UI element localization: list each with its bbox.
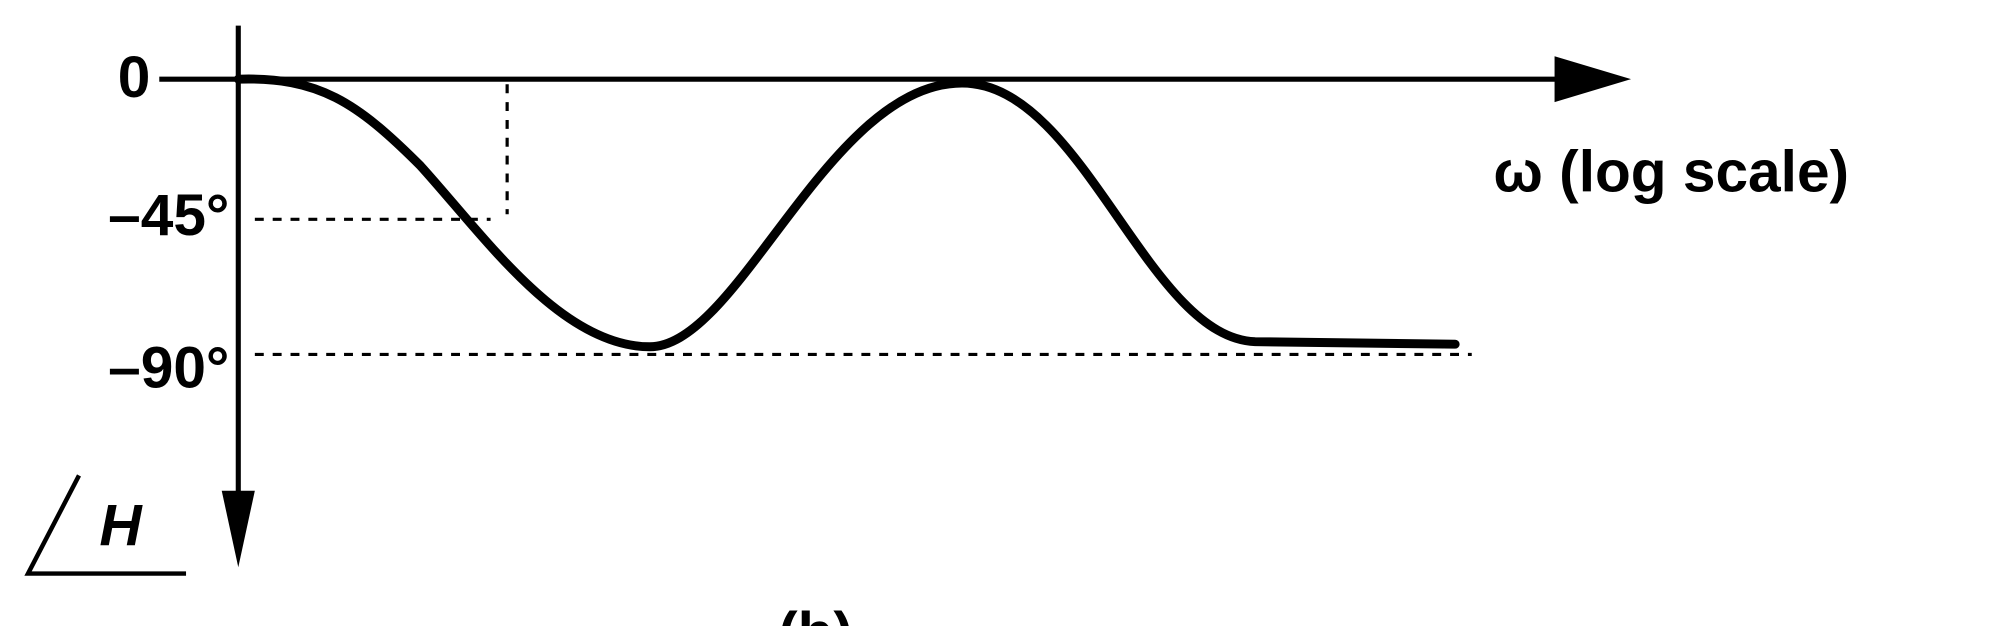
angle-symbol [24, 474, 187, 576]
y-label: –45° [108, 183, 229, 248]
y-label: 0 [118, 45, 151, 110]
y-axis-label: H [99, 494, 143, 559]
y-axis-arrow [221, 490, 255, 568]
phase-curve [233, 74, 1460, 352]
y-label: –90° [108, 336, 229, 401]
x-axis-arrow [1554, 56, 1632, 103]
caption: (b) [778, 601, 853, 626]
x-axis-label: ω (log scale) [1493, 140, 1849, 205]
